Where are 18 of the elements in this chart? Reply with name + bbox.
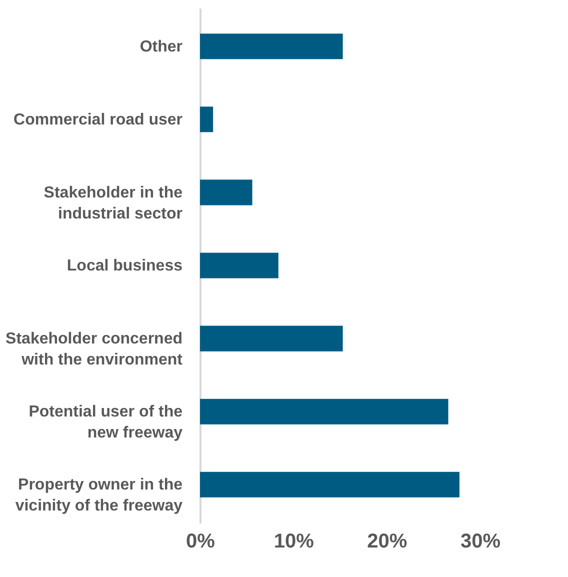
y-tick-label: Commercial road user <box>14 111 182 128</box>
x-tick-label: 0% <box>186 530 216 552</box>
y-tick-label: Property owner in the vicinity of the freeway <box>15 476 183 515</box>
x-tick-label: 30% <box>460 530 501 552</box>
x-tick-label: 10% <box>274 530 314 552</box>
bar <box>200 34 343 60</box>
y-tick-label: Stakeholder in the industrial sector <box>44 184 183 222</box>
bar <box>200 106 214 132</box>
y-tick-label: Local business <box>66 258 183 274</box>
y-tick-label: Other <box>140 38 182 56</box>
y-tick-label: Potential user of the new freeway <box>28 404 183 442</box>
bar <box>200 252 278 278</box>
bar <box>200 180 252 206</box>
x-tick-label: 20% <box>367 530 408 552</box>
bar <box>200 472 460 498</box>
y-tick-label: Stakeholder concerned with the environment <box>6 330 184 369</box>
bar <box>200 326 343 352</box>
bar <box>200 398 448 424</box>
